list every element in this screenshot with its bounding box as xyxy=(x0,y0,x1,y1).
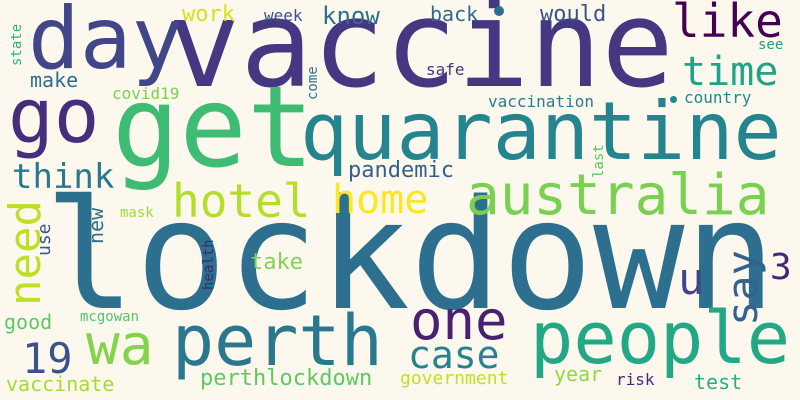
word-vaccinate: vaccinate xyxy=(6,372,115,396)
word-perthlockdown: perthlockdown xyxy=(200,366,373,391)
word-australia: australia xyxy=(466,163,770,228)
word-test: test xyxy=(694,370,743,394)
word-people: people xyxy=(530,296,791,380)
word-covid19: covid19 xyxy=(112,84,180,103)
word-get: get xyxy=(112,63,315,193)
word-country: country xyxy=(684,88,752,107)
word-wa: wa xyxy=(86,313,154,378)
word-year: year xyxy=(554,362,603,386)
word-week: week xyxy=(264,6,303,25)
word-vaccine: vaccine xyxy=(168,0,674,115)
word-would: would xyxy=(540,2,607,27)
word-safe: safe xyxy=(426,60,465,79)
word-say: say xyxy=(718,250,767,326)
word-good: good xyxy=(4,310,53,334)
word-come: come xyxy=(305,66,321,100)
word-time: time xyxy=(682,49,779,95)
word-mcgowan: mcgowan xyxy=(80,309,140,325)
word-case: case xyxy=(408,333,500,377)
word-know: know xyxy=(322,2,380,30)
word-home: home xyxy=(332,177,429,223)
word-risk: risk xyxy=(616,370,655,389)
word-like: like xyxy=(672,0,783,48)
word-government: government xyxy=(400,368,509,389)
word-3: 3 xyxy=(770,247,792,288)
word-quarantine: quarantine xyxy=(300,85,782,178)
word-think: think xyxy=(12,157,115,197)
word-vaccination: vaccination xyxy=(488,92,594,111)
word-19: 19 xyxy=(22,334,73,383)
word-one: one xyxy=(410,289,508,352)
word-work: work xyxy=(182,2,235,27)
dot-mark xyxy=(670,96,677,103)
word-mask: mask xyxy=(120,205,154,221)
word-pandemic: pandemic xyxy=(348,158,454,183)
word-see: see xyxy=(758,37,784,53)
word-u: u xyxy=(678,254,705,305)
word-lockdown: lockdown xyxy=(44,167,777,344)
dot-mark xyxy=(494,6,504,16)
word-day: day xyxy=(28,0,184,89)
word-back: back xyxy=(430,2,479,26)
word-state: state xyxy=(9,23,25,66)
word-hotel: hotel xyxy=(172,174,311,228)
word-use: use xyxy=(34,223,55,256)
word-take: take xyxy=(250,250,303,275)
word-make: make xyxy=(30,68,79,92)
word-perth: perth xyxy=(172,300,383,382)
word-health: health xyxy=(201,239,217,290)
word-new: new xyxy=(84,207,108,244)
word-last: last xyxy=(591,144,607,178)
word-go: go xyxy=(8,71,100,160)
